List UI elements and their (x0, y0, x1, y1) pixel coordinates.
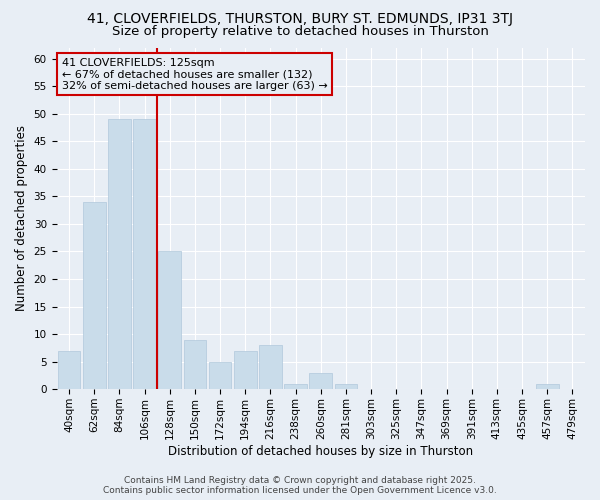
Bar (335, 384, 357, 389)
X-axis label: Distribution of detached houses by size in Thurston: Distribution of detached houses by size … (168, 444, 473, 458)
Bar (259, 345, 282, 389)
Bar (284, 384, 307, 389)
Text: 41, CLOVERFIELDS, THURSTON, BURY ST. EDMUNDS, IP31 3TJ: 41, CLOVERFIELDS, THURSTON, BURY ST. EDM… (87, 12, 513, 26)
Y-axis label: Number of detached properties: Number of detached properties (15, 126, 28, 312)
Text: 41 CLOVERFIELDS: 125sqm
← 67% of detached houses are smaller (132)
32% of semi-d: 41 CLOVERFIELDS: 125sqm ← 67% of detache… (62, 58, 328, 91)
Bar (209, 362, 232, 389)
Bar (310, 372, 332, 389)
Bar (133, 119, 156, 389)
Bar (83, 202, 106, 389)
Bar (158, 252, 181, 389)
Bar (234, 350, 257, 389)
Bar (184, 340, 206, 389)
Text: Size of property relative to detached houses in Thurston: Size of property relative to detached ho… (112, 25, 488, 38)
Bar (108, 119, 131, 389)
Text: Contains HM Land Registry data © Crown copyright and database right 2025.
Contai: Contains HM Land Registry data © Crown c… (103, 476, 497, 495)
Bar (58, 350, 80, 389)
Bar (536, 384, 559, 389)
